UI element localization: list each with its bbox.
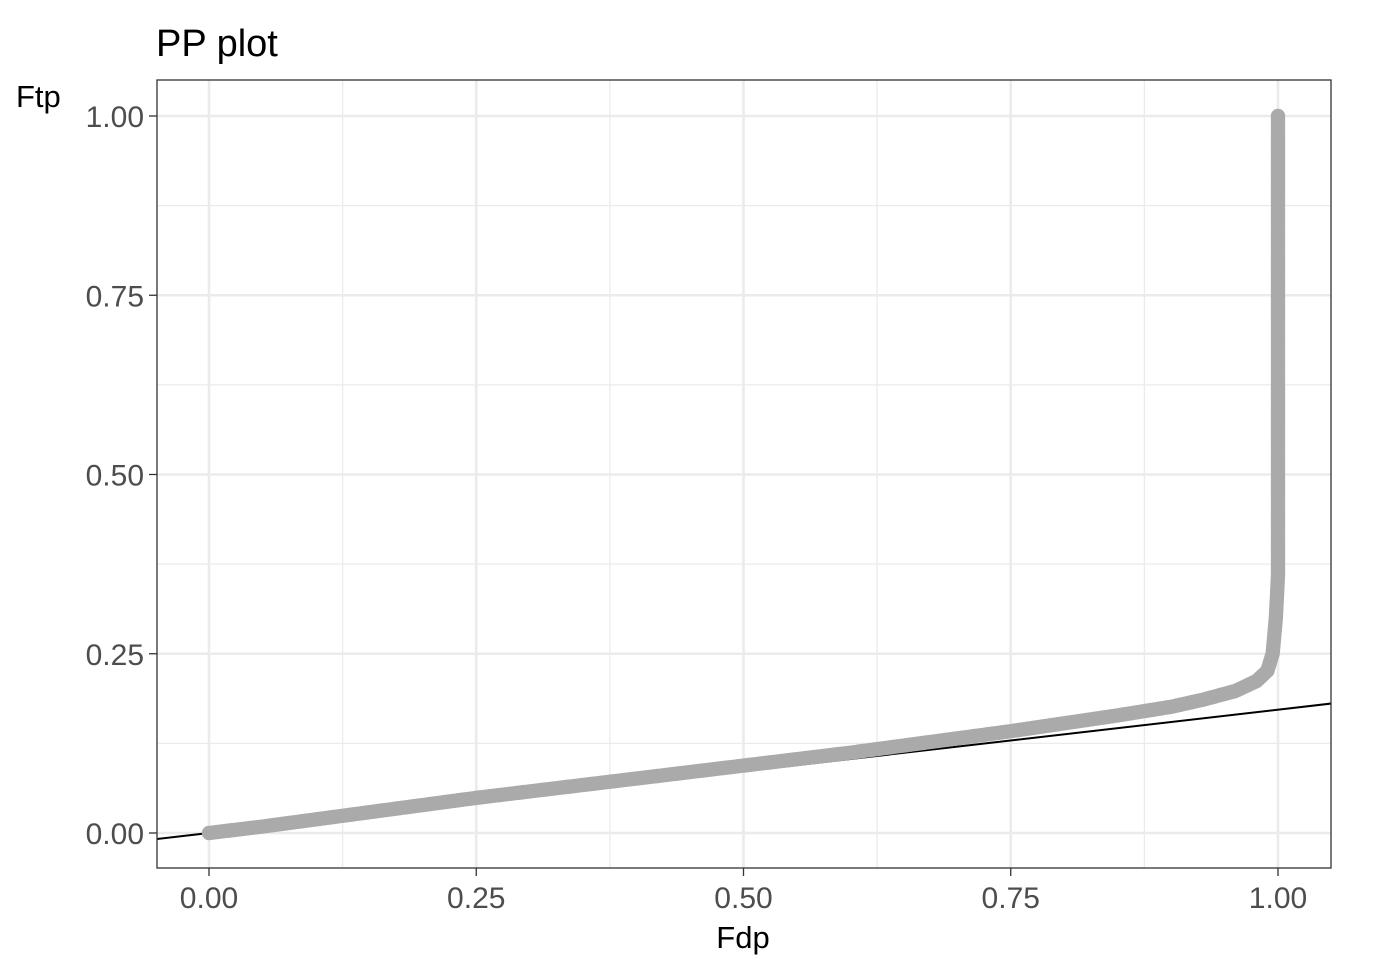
x-tick-label: 0.75 [982, 882, 1040, 915]
y-tick-label: 0.75 [86, 280, 144, 313]
data-point [1270, 108, 1286, 124]
axis-ticks: 0.00 0.25 0.50 0.75 1.00 0.00 0.25 0.50 0.75 1.00 [86, 101, 1308, 915]
y-axis-title: Ftp [16, 79, 61, 114]
grid-lines [157, 80, 1331, 868]
y-tick-label: 0.00 [86, 818, 144, 851]
chart-title: PP plot [156, 23, 278, 65]
y-tick-label: 0.25 [86, 639, 144, 672]
x-tick-label: 0.50 [714, 882, 772, 915]
data-series-layer [201, 108, 1286, 841]
x-tick-label: 0.00 [180, 882, 238, 915]
x-tick-label: 0.25 [447, 882, 505, 915]
y-tick-label: 0.50 [86, 460, 144, 493]
x-axis-title: Fdp [716, 920, 769, 955]
x-tick-label: 1.00 [1249, 882, 1307, 915]
y-tick-label: 1.00 [86, 101, 144, 134]
